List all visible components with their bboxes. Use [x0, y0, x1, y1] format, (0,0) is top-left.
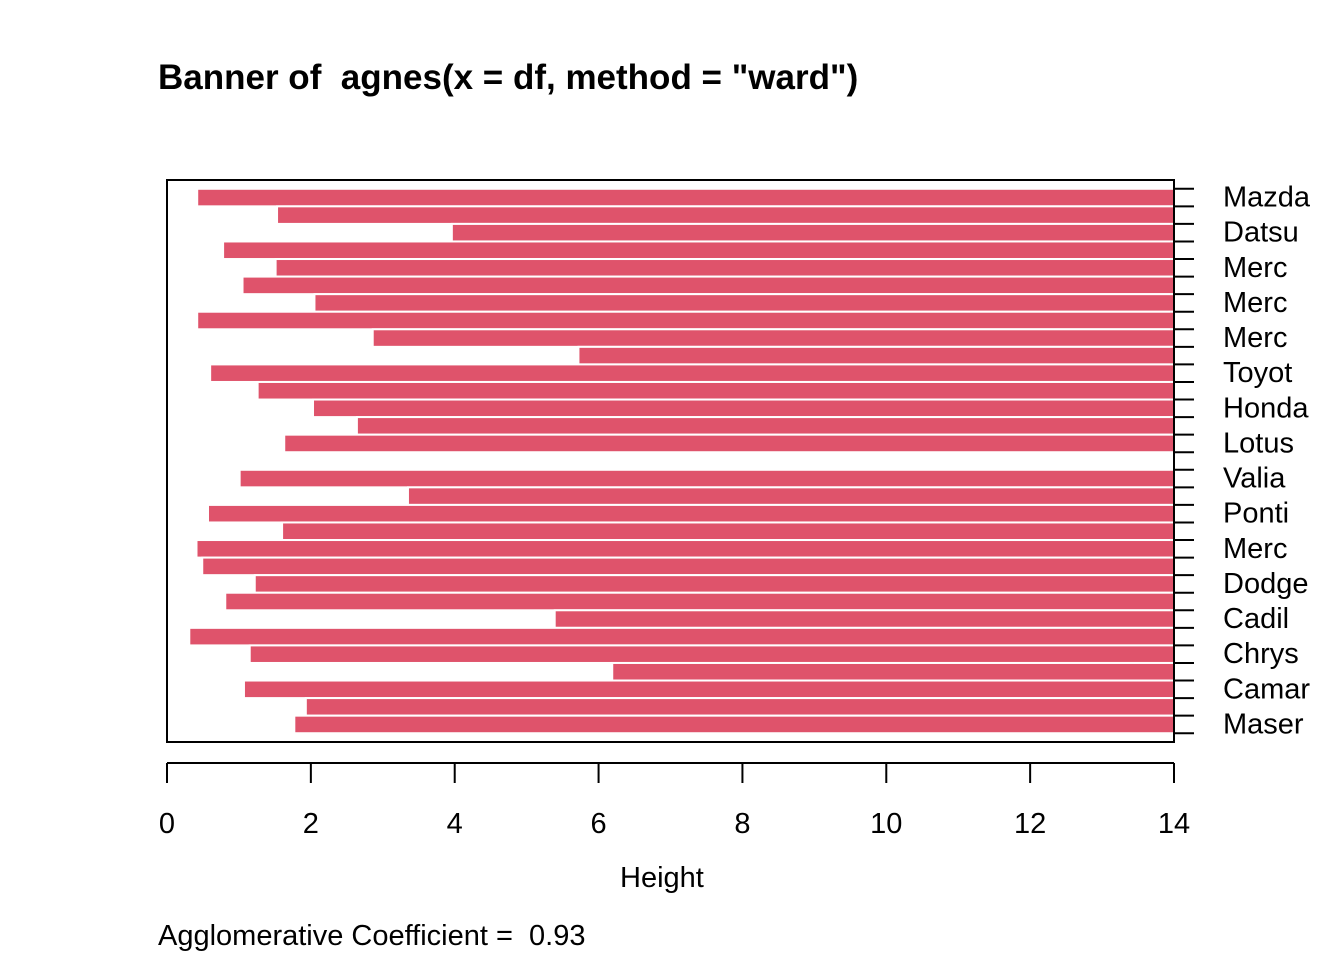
merge-bar [611, 661, 1175, 682]
merge-bar [195, 539, 1175, 559]
merge-bar [238, 468, 1176, 489]
merge-bar [188, 626, 1175, 647]
x-tick-label: 2 [303, 808, 319, 840]
merge-bar [248, 644, 1176, 664]
row-label: Merc [1223, 533, 1287, 565]
x-tick-label: 0 [159, 808, 175, 840]
merge-bar [450, 222, 1175, 243]
merge-bar [313, 293, 1176, 313]
x-tick-label: 12 [1014, 808, 1046, 840]
x-tick-label: 10 [870, 808, 902, 840]
merge-bar [283, 433, 1175, 454]
merge-bar [281, 521, 1176, 542]
row-label: Merc [1223, 252, 1287, 284]
row-label: Dodge [1223, 568, 1308, 600]
row-label: Mazda [1223, 182, 1311, 214]
row-label: Camar [1223, 673, 1310, 705]
row-labels: MazdaDatsuMercMercMercToyotHondaLotusVal… [1223, 182, 1311, 741]
right-axis-ticks [1174, 187, 1194, 735]
merge-bar [224, 591, 1175, 612]
merge-bar [276, 205, 1175, 225]
x-axis-label: Height [620, 862, 704, 894]
chart-title: Banner of agnes(x = df, method = "ward") [158, 58, 859, 97]
merge-bar [553, 609, 1175, 629]
x-axis: 0 2 4 6 8 10 12 14 [159, 762, 1190, 840]
merge-bar [196, 310, 1175, 331]
row-label: Valia [1223, 463, 1286, 495]
banner-bars [188, 187, 1176, 735]
x-tick-label: 4 [447, 808, 463, 840]
row-label: Maser [1223, 708, 1304, 740]
merge-bar [253, 574, 1175, 594]
merge-bar [201, 556, 1175, 577]
row-label: Cadil [1223, 603, 1289, 635]
row-label: Toyot [1223, 357, 1292, 389]
merge-bar [274, 258, 1176, 278]
merge-bar [196, 187, 1175, 208]
x-tick-label: 8 [734, 808, 750, 840]
row-label: Lotus [1223, 427, 1294, 459]
row-label: Honda [1223, 392, 1309, 424]
x-tick-label: 14 [1158, 808, 1190, 840]
merge-bar [209, 363, 1175, 383]
merge-bar [406, 486, 1176, 506]
merge-bar [577, 345, 1175, 366]
merge-bar [312, 398, 1175, 419]
row-label: Merc [1223, 322, 1287, 354]
merge-bar [371, 328, 1176, 348]
merge-bar [206, 503, 1176, 524]
row-label: Ponti [1223, 498, 1289, 530]
merge-bar [256, 380, 1175, 401]
merge-bar [304, 697, 1175, 717]
row-label: Datsu [1223, 217, 1299, 249]
merge-bar [242, 679, 1176, 700]
x-tick-label: 6 [591, 808, 607, 840]
merge-bar [241, 275, 1175, 296]
row-label: Merc [1223, 287, 1287, 319]
plot-frame [166, 179, 1175, 743]
merge-bar [355, 416, 1175, 436]
merge-bar [222, 240, 1175, 261]
row-label: Chrys [1223, 638, 1299, 670]
merge-bar [293, 714, 1175, 735]
agglomerative-coefficient: Agglomerative Coefficient = 0.93 [158, 920, 586, 952]
